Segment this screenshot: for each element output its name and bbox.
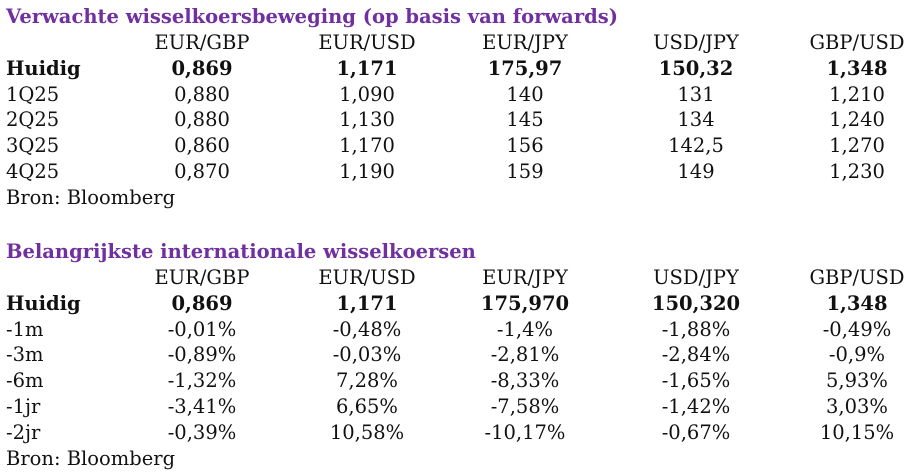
table-cell: 10,15% <box>819 420 895 444</box>
table-cell: 1,210 <box>829 82 885 106</box>
table-cell: 0,869 <box>171 56 233 80</box>
table-cell: -1,88% <box>661 317 731 341</box>
table-cell: 0,869 <box>171 291 233 315</box>
table-cell: 6,65% <box>336 394 398 418</box>
table-cell: 131 <box>677 82 715 106</box>
table-cell: 1,171 <box>336 56 398 80</box>
table-row: 2Q25 0,880 1,130 145 134 1,240 <box>6 107 911 133</box>
rates-title: Belangrijkste internationale wisselkoers… <box>6 240 476 263</box>
row-label: -1jr <box>6 394 41 418</box>
forwards-section: Verwachte wisselkoersbeweging (op basis … <box>6 4 911 211</box>
column-header: EUR/JPY <box>482 266 568 289</box>
table-row: Huidig 0,869 1,171 175,97 150,32 1,348 <box>6 56 911 82</box>
column-header: EUR/GBP <box>154 31 250 54</box>
row-label: -2jr <box>6 420 41 444</box>
table-cell: 1,090 <box>339 82 395 106</box>
row-label: Huidig <box>6 291 81 315</box>
table-row: -3m -0,89% -0,03% -2,81% -2,84% -0,9% <box>6 342 911 368</box>
table-cell: 1,348 <box>826 291 888 315</box>
row-label: 2Q25 <box>6 108 60 132</box>
table-cell: -2,81% <box>490 343 560 367</box>
table-cell: -8,33% <box>490 369 560 393</box>
table-cell: 1,170 <box>339 134 395 158</box>
table-cell: -0,49% <box>822 317 892 341</box>
table-cell: -1,42% <box>661 394 731 418</box>
row-label: 3Q25 <box>6 134 60 158</box>
table-row: 1Q25 0,880 1,090 140 131 1,210 <box>6 82 911 108</box>
table-cell: 0,880 <box>174 108 230 132</box>
table-cell: 149 <box>677 159 715 183</box>
table-cell: 1,348 <box>826 56 888 80</box>
rates-section: Belangrijkste internationale wisselkoers… <box>6 239 911 472</box>
column-header: GBP/USD <box>809 31 905 54</box>
table-cell: 3,03% <box>826 394 888 418</box>
rates-header-row: EUR/GBP EUR/USD EUR/JPY USD/JPY GBP/USD <box>6 265 911 291</box>
table-cell: -0,67% <box>661 420 731 444</box>
table-cell: -10,17% <box>484 420 566 444</box>
table-cell: 1,171 <box>336 291 398 315</box>
table-cell: 159 <box>506 159 544 183</box>
column-header: USD/JPY <box>653 266 739 289</box>
table-cell: 0,880 <box>174 82 230 106</box>
table-cell: 140 <box>506 82 544 106</box>
table-cell: -1,4% <box>496 317 554 341</box>
table-cell: -0,39% <box>167 420 237 444</box>
table-cell: -3,41% <box>167 394 237 418</box>
table-cell: -2,84% <box>661 343 731 367</box>
table-row: -1m -0,01% -0,48% -1,4% -1,88% -0,49% <box>6 317 911 343</box>
table-cell: 1,240 <box>829 108 885 132</box>
table-row: -2jr -0,39% 10,58% -10,17% -0,67% 10,15% <box>6 420 911 446</box>
table-cell: 10,58% <box>329 420 405 444</box>
row-label: 4Q25 <box>6 159 60 183</box>
forwards-header-row: EUR/GBP EUR/USD EUR/JPY USD/JPY GBP/USD <box>6 30 911 56</box>
table-cell: 175,970 <box>480 291 570 315</box>
table-cell: 142,5 <box>668 134 724 158</box>
table-cell: 156 <box>506 134 544 158</box>
row-label: 1Q25 <box>6 82 60 106</box>
table-cell: 0,870 <box>174 159 230 183</box>
table-cell: 1,270 <box>829 134 885 158</box>
table-cell: 1,130 <box>339 108 395 132</box>
table-row: 3Q25 0,860 1,170 156 142,5 1,270 <box>6 133 911 159</box>
table-cell: 5,93% <box>826 369 888 393</box>
table-cell: 7,28% <box>336 369 398 393</box>
table-cell: -0,01% <box>167 317 237 341</box>
table-cell: -1,32% <box>167 369 237 393</box>
column-header: EUR/USD <box>318 31 416 54</box>
row-label: -1m <box>6 317 44 341</box>
row-label: Huidig <box>6 56 81 80</box>
column-header: USD/JPY <box>653 31 739 54</box>
table-cell: 1,230 <box>829 159 885 183</box>
table-cell: 0,860 <box>174 134 230 158</box>
table-cell: 1,190 <box>339 159 395 183</box>
table-cell: 150,320 <box>651 291 741 315</box>
table-row: 4Q25 0,870 1,190 159 149 1,230 <box>6 159 911 185</box>
row-label: -3m <box>6 343 44 367</box>
table-cell: -0,9% <box>828 343 886 367</box>
forwards-title: Verwachte wisselkoersbeweging (op basis … <box>6 5 618 28</box>
table-cell: 145 <box>506 108 544 132</box>
source-note: Bron: Bloomberg <box>6 446 176 470</box>
table-cell: 134 <box>677 108 715 132</box>
row-label: -6m <box>6 369 44 393</box>
column-header: GBP/USD <box>809 266 905 289</box>
column-header: EUR/JPY <box>482 31 568 54</box>
column-header: EUR/GBP <box>154 266 250 289</box>
table-row: -6m -1,32% 7,28% -8,33% -1,65% 5,93% <box>6 368 911 394</box>
table-cell: -0,48% <box>332 317 402 341</box>
table-cell: 150,32 <box>658 56 734 80</box>
table-cell: -0,03% <box>332 343 402 367</box>
table-cell: -7,58% <box>490 394 560 418</box>
table-row: -1jr -3,41% 6,65% -7,58% -1,42% 3,03% <box>6 394 911 420</box>
column-header: EUR/USD <box>318 266 416 289</box>
table-row: Huidig 0,869 1,171 175,970 150,320 1,348 <box>6 291 911 317</box>
table-cell: -1,65% <box>661 369 731 393</box>
table-cell: 175,97 <box>487 56 563 80</box>
table-cell: -0,89% <box>167 343 237 367</box>
source-note: Bron: Bloomberg <box>6 185 176 209</box>
